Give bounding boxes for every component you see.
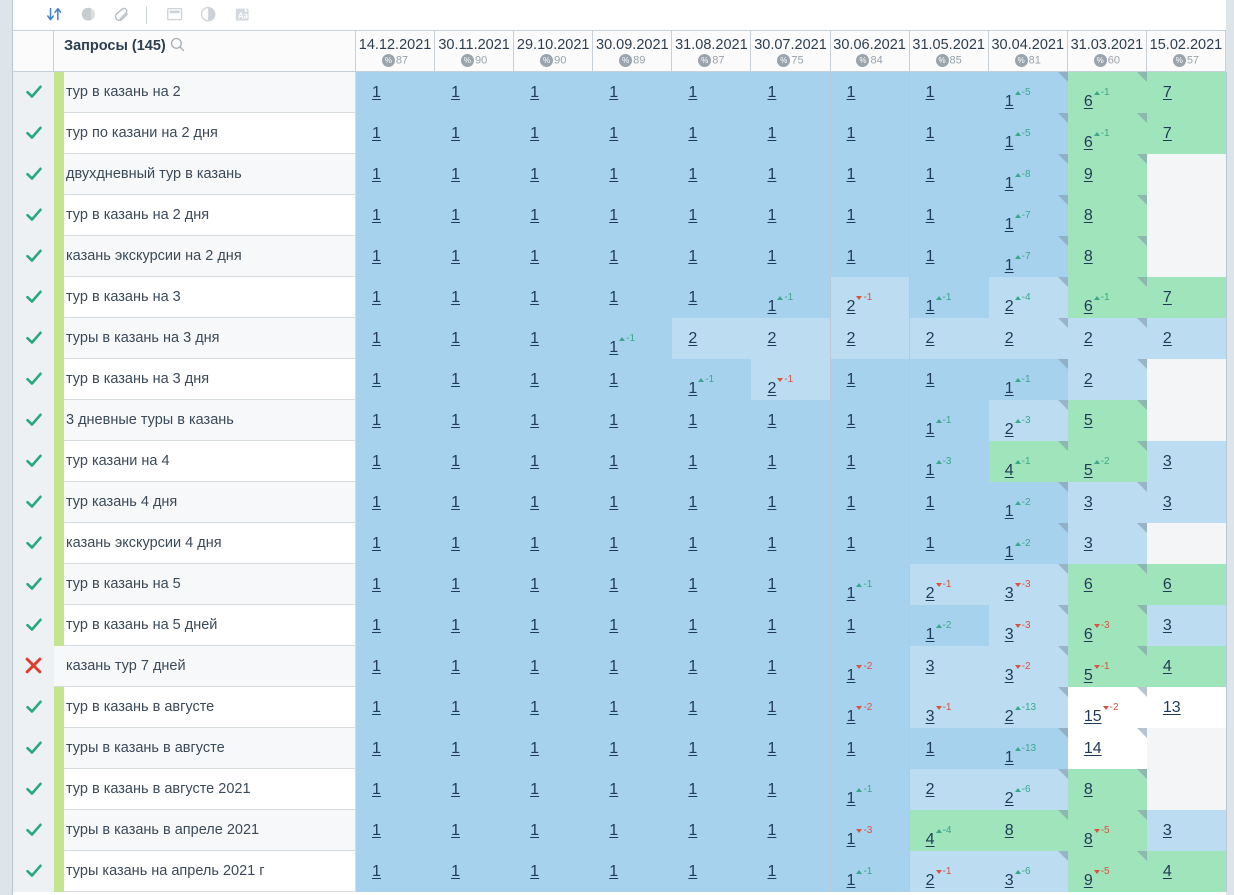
- svg-text:Aa: Aa: [238, 11, 249, 20]
